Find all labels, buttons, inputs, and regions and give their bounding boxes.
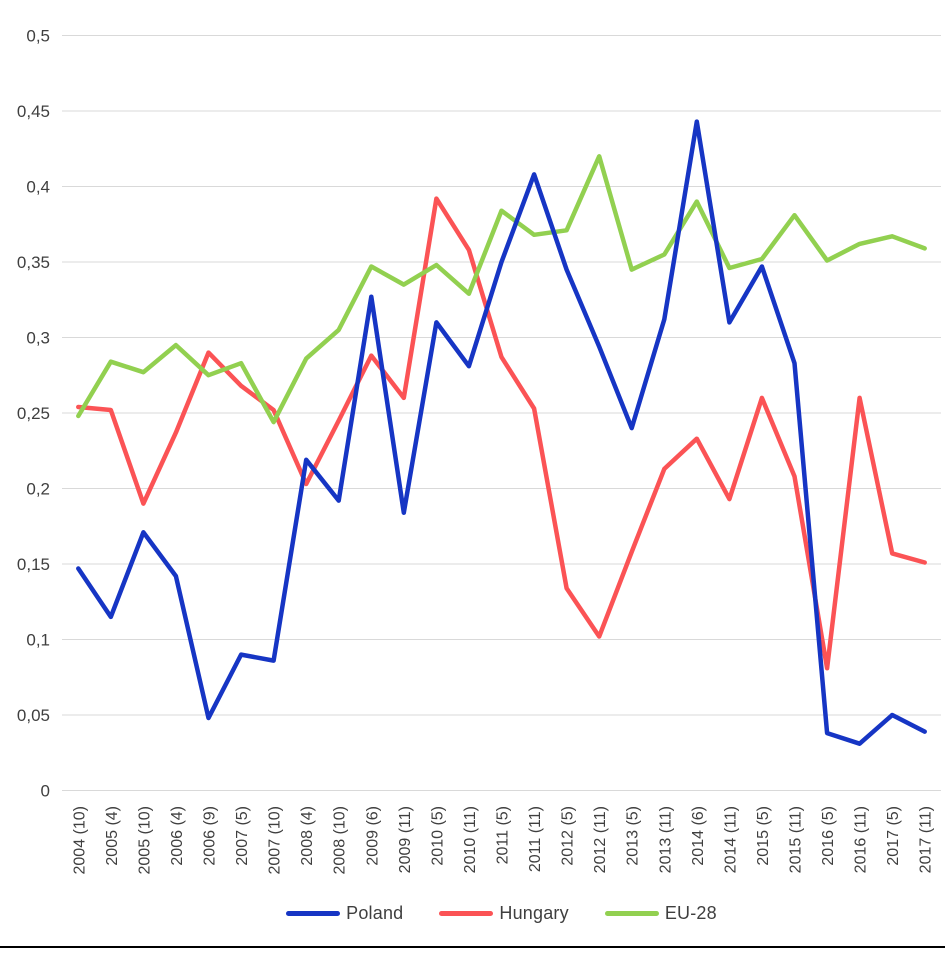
y-axis-tick-label: 0,25 — [17, 404, 50, 423]
x-axis-tick-label: 2012 (11) — [592, 806, 609, 873]
x-axis-tick-label: 2016 (5) — [820, 806, 837, 866]
legend-item-hungary: Hungary — [439, 903, 569, 924]
y-axis-tick-label: 0,35 — [17, 253, 50, 272]
legend-label: Hungary — [499, 903, 569, 923]
y-axis-tick-label: 0,5 — [26, 27, 50, 46]
y-axis-tick-label: 0,3 — [26, 329, 50, 348]
series-line-poland — [76, 119, 927, 746]
x-axis-tick-label: 2015 (11) — [788, 806, 805, 873]
y-axis-tick-label: 0,1 — [26, 631, 50, 650]
x-axis-tick-label: 2005 (4) — [104, 806, 121, 866]
y-axis-tick-label: 0,05 — [17, 706, 50, 725]
x-axis-tick-label: 2005 (10) — [136, 806, 153, 875]
chart-legend: Poland Hungary EU-28 — [62, 903, 941, 924]
x-axis-tick-label: 2017 (5) — [885, 806, 902, 866]
line-chart: 0 0,05 0,1 0,15 0,2 0,25 0,3 0,35 0,4 0,45 0,5 2004… — [17, 27, 941, 875]
y-axis-tick-label: 0 — [41, 782, 50, 801]
x-axis-tick-label: 2007 (5) — [234, 806, 251, 866]
legend-swatch-eu-28 — [604, 911, 659, 916]
x-axis-tick-label: 2012 (5) — [560, 806, 577, 866]
x-axis-tick-label: 2013 (11) — [657, 806, 674, 873]
y-axis-tick-label: 0,45 — [17, 102, 50, 121]
legend-swatch-hungary — [439, 911, 494, 916]
series-line-eu-28 — [76, 154, 927, 425]
bottom-border-line — [0, 946, 945, 948]
x-axis-tick-label: 2014 (11) — [722, 806, 739, 873]
legend-swatch-poland — [286, 911, 341, 916]
x-axis-tick-label: 2009 (6) — [364, 806, 381, 866]
x-axis-tick-label: 2008 (4) — [299, 806, 316, 866]
x-axis-tick-label: 2011 (11) — [527, 806, 544, 872]
series-line-hungary — [76, 196, 927, 671]
x-axis-tick-label: 2010 (11) — [462, 806, 479, 873]
x-axis-tick-label: 2007 (10) — [267, 806, 284, 875]
x-axis-tick-label: 2014 (6) — [690, 806, 707, 866]
x-axis-tick-label: 2017 (11) — [918, 806, 935, 873]
legend-label: Poland — [346, 903, 404, 923]
x-axis-tick-label: 2015 (5) — [755, 806, 772, 866]
legend-label: EU-28 — [664, 903, 717, 923]
x-axis-tick-label: 2016 (11) — [853, 806, 870, 873]
y-axis-tick-label: 0,4 — [26, 178, 50, 197]
legend-item-eu-28: EU-28 — [604, 903, 717, 924]
x-axis-tick-label: 2006 (4) — [169, 806, 186, 866]
x-axis-tick-label: 2010 (5) — [429, 806, 446, 866]
y-axis-tick-label: 0,2 — [26, 480, 50, 499]
y-axis-tick-label: 0,15 — [17, 555, 50, 574]
x-axis-tick-label: 2011 (5) — [495, 806, 512, 864]
x-axis-tick-label: 2009 (11) — [397, 806, 414, 873]
x-axis-tick-label: 2006 (9) — [202, 806, 219, 866]
x-axis-tick-label: 2013 (5) — [625, 806, 642, 866]
legend-item-poland: Poland — [286, 903, 403, 924]
x-axis-tick-label: 2008 (10) — [332, 806, 349, 875]
x-axis-tick-label: 2004 (10) — [71, 806, 88, 875]
